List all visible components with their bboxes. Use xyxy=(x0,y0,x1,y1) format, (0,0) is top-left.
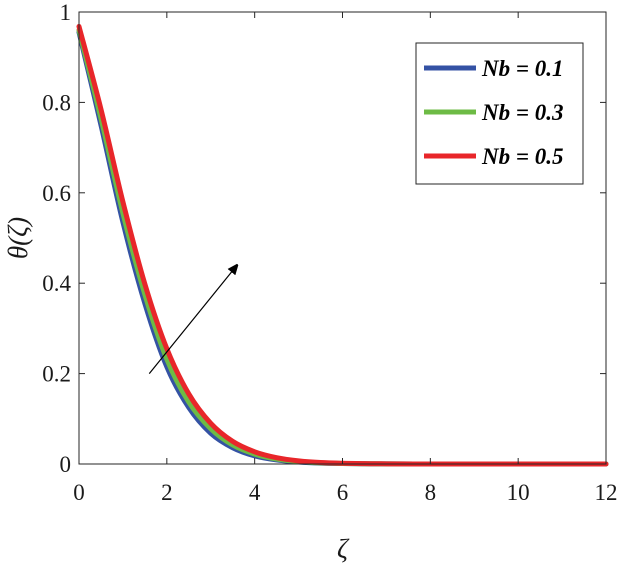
x-axis-label: ζ xyxy=(337,534,350,564)
x-tick-label: 4 xyxy=(249,480,261,505)
x-tick-label: 6 xyxy=(337,480,349,505)
y-axis-label: θ(ζ) xyxy=(3,217,33,259)
y-tick-label: 0.2 xyxy=(42,362,71,387)
x-tick-label: 12 xyxy=(595,480,618,505)
x-tick-label: 0 xyxy=(73,480,85,505)
trend-arrow xyxy=(148,265,237,374)
y-tick-label: 0.4 xyxy=(42,271,71,296)
legend: Nb = 0.1 Nb = 0.3 Nb = 0.5 xyxy=(415,42,584,185)
x-tick-label: 2 xyxy=(161,480,173,505)
axes-layer: 0 2 4 6 8 10 12 0 0.2 0.4 0.6 0.8 1 xyxy=(42,0,617,505)
y-tick-label: 1 xyxy=(60,0,72,25)
y-tick-label: 0.8 xyxy=(42,90,71,115)
x-tick-label: 8 xyxy=(425,480,437,505)
legend-label-1: Nb = 0.1 xyxy=(481,56,563,81)
y-tick-label: 0 xyxy=(60,452,72,477)
annotation-layer xyxy=(148,265,237,374)
y-tick-label: 0.6 xyxy=(42,181,71,206)
legend-label-2: Nb = 0.3 xyxy=(481,100,563,125)
x-tick-label: 10 xyxy=(507,480,530,505)
legend-label-3: Nb = 0.5 xyxy=(481,144,563,169)
